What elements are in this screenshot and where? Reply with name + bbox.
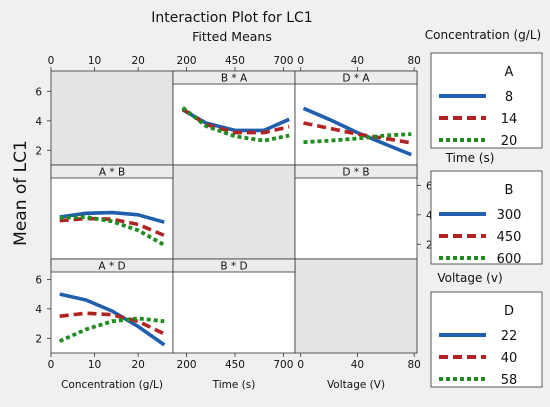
bottom-x-tick-label: 700 [273,359,293,371]
legend-level: 22 [501,329,518,344]
panel-strip [172,258,296,273]
y-tick-label: 4 [35,116,42,128]
bottom-x-tick-label: 10 [88,359,101,371]
series-line-da-8 [302,106,412,157]
y-tick-label: 2 [35,145,42,157]
legend-box [430,291,543,388]
y-tick-label: 4 [426,210,433,222]
legend-box [430,170,543,265]
chart-title: Interaction Plot for LC1 [151,10,312,26]
top-x-tick-label: 450 [225,55,245,67]
bottom-x-tick-label: 200 [177,359,197,371]
panel-title: A * D [98,261,125,273]
y-tick-label: 4 [35,304,42,316]
legend-heading: Voltage (v) [437,271,502,285]
panel-title: B * A [221,73,248,85]
top-x-tick-label: 0 [48,55,55,67]
legend-factor: B [505,183,514,198]
panel-r0-c0 [50,70,174,166]
legend-level: 58 [501,373,518,388]
legend-level: 8 [505,90,513,105]
y-tick-label: 2 [426,239,433,251]
panel-title: B * D [220,261,247,273]
legend-box [430,52,543,149]
panel-title: D * A [342,73,370,85]
series-line-ad-22 [59,292,166,347]
legend-factor: D [504,304,514,319]
bottom-x-tick-label: 0 [48,359,55,371]
legend-heading: Time (s) [445,151,495,165]
panel-strip [294,70,418,85]
legend-heading: Concentration (g/L) [425,28,541,42]
y-tick-label: 6 [35,86,42,98]
bottom-x-tick-label: 40 [351,359,364,371]
bottom-x-tick-label: 80 [407,359,420,371]
bottom-x-tick-label: 20 [131,359,144,371]
x-axis-label: Concentration (g/L) [61,379,163,391]
panel-r1-c1 [172,164,296,260]
panel-strip [50,164,174,179]
legend-level: 300 [497,208,522,223]
panel-title: A * B [99,167,125,179]
x-axis-label: Time (s) [212,379,256,391]
series-line-ad-40 [59,311,166,336]
panel-matrix: B * A D * A A * B D * B A * D B * D 2 4 6 2 4 6 2 4 6 0… [35,55,433,391]
panel-r1-c2 [294,164,418,260]
bottom-x-tick-label: 450 [225,359,245,371]
panel-title: D * B [342,167,369,179]
legend-level: 14 [501,112,518,127]
series-line-ba-20 [181,106,290,143]
x-axis-label: Voltage (V) [327,379,385,391]
bottom-x-tick-label: 0 [297,359,304,371]
top-x-tick-label: 700 [273,55,293,67]
series-line-da-14 [303,121,412,145]
top-x-tick-label: 10 [88,55,101,67]
legend-area: Concentration (g/L) A 8 14 20 B 300 450 600 D 22 40… [425,28,543,388]
top-x-tick-label: 200 [177,55,197,67]
series-line-da-20 [303,132,412,145]
series-line-ad-58 [58,316,165,343]
series-line-ab-600 [59,215,166,247]
legend-level: 20 [501,134,518,149]
series-line-ab-450 [59,216,165,238]
top-x-tick-label: 0 [297,55,304,67]
y-tick-label: 6 [35,274,42,286]
legend-level: 600 [497,252,522,267]
legend-level: 40 [501,351,518,366]
series-line-ab-300 [59,210,165,224]
y-tick-label: 6 [426,180,433,192]
legend-level: 450 [497,230,522,245]
top-x-tick-label: 20 [131,55,144,67]
chart-subtitle: Fitted Means [192,29,272,44]
top-x-tick-label: 40 [351,55,364,67]
panel-strip [294,164,418,179]
panel-r0-c1 [172,70,296,166]
panel-r2-c1 [172,258,296,354]
legend-factor: A [505,65,514,80]
series-line-ba-14 [181,107,290,135]
top-x-tick-label: 80 [407,55,420,67]
y-tick-label: 2 [35,333,42,345]
y-axis-label: Mean of LC1 [11,140,31,246]
panel-r2-c2 [294,258,418,354]
